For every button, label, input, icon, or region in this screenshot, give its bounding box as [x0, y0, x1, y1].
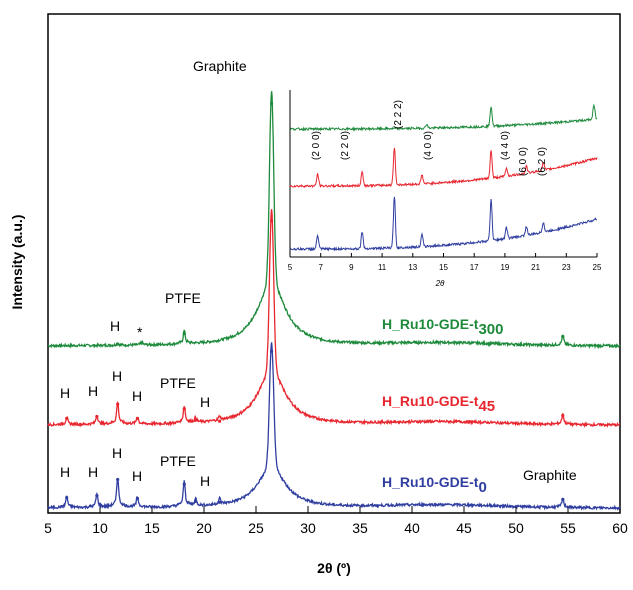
inset-trace-2 — [289, 196, 598, 252]
h-label-t0-3: H — [112, 445, 122, 461]
peak-point-45-1 — [95, 414, 99, 419]
main-x-tick-label-11: 60 — [612, 520, 628, 536]
peak-point-0-2 — [116, 477, 120, 482]
inset-x-tick-label-10: 25 — [593, 263, 602, 272]
peak-point-0-7 — [270, 349, 274, 353]
h-label-t0-5: H — [200, 473, 210, 489]
miller-400: (4 0 0) — [423, 131, 434, 160]
miller-620: (6 2 0) — [537, 147, 548, 176]
x-axis-title: 2θ (º) — [317, 560, 351, 576]
miller-440: (4 4 0) — [500, 131, 511, 160]
peak-point-45-2 — [116, 402, 120, 406]
main-x-tick-label-0: 5 — [44, 520, 52, 536]
star-label-t300: * — [137, 324, 143, 340]
main-x-tick-label-3: 20 — [196, 520, 212, 536]
peak-point-300-3 — [270, 102, 274, 106]
peak-point-45-3 — [135, 416, 140, 420]
ptfe-label-t45: PTFE — [160, 375, 196, 391]
trace-label-t0: H_Ru10-GDE-t0 — [382, 474, 487, 496]
inset-x-tick-label-9: 23 — [562, 263, 571, 272]
h-label-t45-4: H — [132, 388, 142, 404]
inset-x-tick-label-4: 13 — [408, 263, 417, 272]
h-label-t45-5: H — [200, 394, 210, 410]
inset-x-tick-label-6: 17 — [470, 263, 479, 272]
miller-200: (2 0 0) — [311, 131, 322, 160]
y-axis-title: Intensity (a.u.) — [9, 215, 25, 310]
graphite-label-bottom: Graphite — [523, 467, 577, 483]
inset-x-tick-label-2: 9 — [349, 263, 354, 272]
peak-point-0-6 — [218, 500, 222, 504]
trace-45 — [47, 209, 621, 429]
peak-point-0-0 — [65, 495, 69, 500]
main-traces — [47, 91, 621, 511]
main-x-tick-label-6: 35 — [352, 520, 368, 536]
peak-point-45-0 — [65, 416, 69, 420]
trace-0 — [47, 342, 621, 511]
main-x-tick-label-9: 50 — [508, 520, 524, 536]
h-label-t45-1: H — [60, 385, 70, 401]
main-plot-frame — [47, 13, 621, 514]
peak-point-300-4 — [561, 334, 565, 339]
peak-point-300-0 — [116, 342, 120, 346]
peak-point-45-6 — [218, 419, 222, 423]
peak-point-0-8 — [561, 497, 565, 502]
main-x-tick-label-7: 40 — [404, 520, 420, 536]
main-x-tick-label-8: 45 — [456, 520, 472, 536]
peak-point-300-2 — [182, 332, 186, 336]
trace-label-t300: H_Ru10-GDE-t300 — [382, 316, 504, 338]
trace-label-t45: H_Ru10-GDE-t45 — [382, 393, 495, 415]
inset-x-axis-title: 2θ — [435, 279, 445, 288]
main-x-ticks: 5 10 15 20 25 30 35 40 45 50 55 60 — [44, 506, 628, 536]
h-label-t0-1: H — [60, 464, 70, 480]
h-label-t300: H — [110, 318, 120, 334]
peak-point-0-4 — [182, 482, 186, 486]
peak-point-300-1 — [140, 341, 144, 345]
main-x-tick-label-1: 10 — [92, 520, 108, 536]
ptfe-label-t0: PTFE — [160, 453, 196, 469]
inset-x-tick-label-1: 7 — [318, 263, 323, 272]
inset-x-tick-label-3: 11 — [378, 263, 387, 272]
inset-x-tick-label-0: 5 — [288, 263, 293, 272]
peak-point-45-8 — [561, 413, 565, 418]
main-x-tick-label-2: 15 — [144, 520, 160, 536]
peak-point-0-3 — [135, 496, 140, 501]
h-label-t0-4: H — [132, 468, 142, 484]
ptfe-label-t300: PTFE — [165, 290, 201, 306]
inset-x-tick-label-5: 15 — [439, 263, 448, 272]
inset-x-ticks: 5 7 9 11 13 15 17 19 21 23 25 — [288, 253, 602, 272]
inset-x-tick-label-7: 19 — [500, 263, 509, 272]
miller-220: (2 2 0) — [340, 131, 351, 160]
graphite-label-top: Graphite — [193, 58, 247, 74]
main-x-tick-label-5: 30 — [300, 520, 316, 536]
miller-600: (6 0 0) — [518, 147, 529, 176]
peak-point-0-5 — [194, 499, 198, 503]
peak-point-45-7 — [270, 219, 274, 223]
main-x-tick-label-10: 55 — [560, 520, 576, 536]
main-x-tick-label-4: 25 — [248, 520, 264, 536]
peak-point-0-1 — [95, 494, 99, 498]
trace-300 — [47, 91, 621, 350]
peak-point-45-5 — [194, 418, 198, 422]
inset-x-tick-label-8: 21 — [531, 263, 540, 272]
miller-222: (2 2 2) — [393, 100, 404, 129]
h-label-t0-2: H — [88, 464, 98, 480]
inset-trace-1 — [289, 147, 598, 189]
h-label-t45-3: H — [112, 368, 122, 384]
inset-trace-0 — [289, 103, 598, 132]
peak-point-45-4 — [182, 407, 186, 411]
h-label-t45-2: H — [88, 383, 98, 399]
inset-traces — [289, 103, 598, 252]
